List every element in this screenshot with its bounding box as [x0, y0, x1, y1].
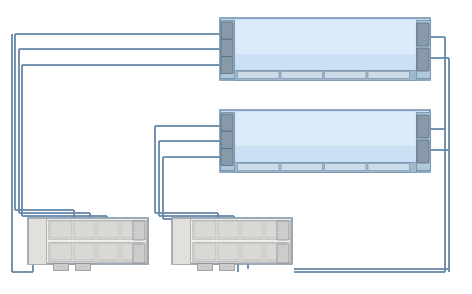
FancyBboxPatch shape — [417, 140, 429, 163]
Bar — [30, 220, 146, 262]
FancyBboxPatch shape — [221, 114, 233, 131]
FancyBboxPatch shape — [221, 149, 233, 166]
Bar — [97, 243, 118, 260]
Bar — [222, 112, 428, 146]
FancyBboxPatch shape — [133, 221, 145, 240]
Bar — [220, 20, 234, 78]
Bar — [120, 243, 142, 260]
Bar — [50, 221, 71, 238]
Bar — [264, 243, 286, 260]
Bar — [234, 162, 416, 172]
Bar — [120, 221, 142, 238]
Bar — [194, 221, 216, 238]
Bar — [192, 220, 290, 239]
FancyBboxPatch shape — [325, 163, 366, 171]
Bar — [416, 112, 430, 170]
Bar — [97, 221, 118, 238]
Bar — [194, 243, 216, 260]
FancyBboxPatch shape — [277, 221, 289, 240]
Bar — [218, 243, 239, 260]
Bar — [192, 242, 290, 261]
Bar — [50, 243, 71, 260]
Bar — [220, 18, 430, 80]
Bar — [241, 221, 262, 238]
FancyBboxPatch shape — [221, 39, 233, 56]
FancyBboxPatch shape — [237, 71, 279, 78]
Bar — [48, 242, 146, 261]
FancyBboxPatch shape — [368, 163, 410, 171]
FancyBboxPatch shape — [281, 163, 322, 171]
FancyBboxPatch shape — [53, 263, 68, 270]
FancyBboxPatch shape — [277, 244, 289, 263]
Bar — [174, 220, 290, 262]
FancyBboxPatch shape — [197, 263, 212, 270]
Bar — [220, 112, 234, 170]
FancyBboxPatch shape — [281, 71, 322, 78]
Bar — [74, 221, 95, 238]
FancyBboxPatch shape — [221, 131, 233, 148]
Bar — [28, 218, 46, 264]
FancyBboxPatch shape — [221, 57, 233, 74]
FancyBboxPatch shape — [325, 71, 366, 78]
Bar — [416, 20, 430, 78]
FancyBboxPatch shape — [133, 244, 145, 263]
Bar — [218, 221, 239, 238]
FancyBboxPatch shape — [417, 115, 429, 138]
FancyBboxPatch shape — [219, 263, 235, 270]
Bar — [172, 218, 292, 264]
Bar — [241, 243, 262, 260]
Bar — [264, 221, 286, 238]
Bar — [74, 243, 95, 260]
Bar — [222, 20, 428, 54]
FancyBboxPatch shape — [237, 163, 279, 171]
Bar — [220, 110, 430, 172]
FancyBboxPatch shape — [76, 263, 91, 270]
FancyBboxPatch shape — [417, 48, 429, 71]
Bar — [28, 218, 148, 264]
FancyBboxPatch shape — [221, 22, 233, 39]
FancyBboxPatch shape — [417, 23, 429, 46]
Bar — [172, 218, 190, 264]
Bar — [234, 70, 416, 80]
FancyBboxPatch shape — [368, 71, 410, 78]
Bar — [48, 220, 146, 239]
